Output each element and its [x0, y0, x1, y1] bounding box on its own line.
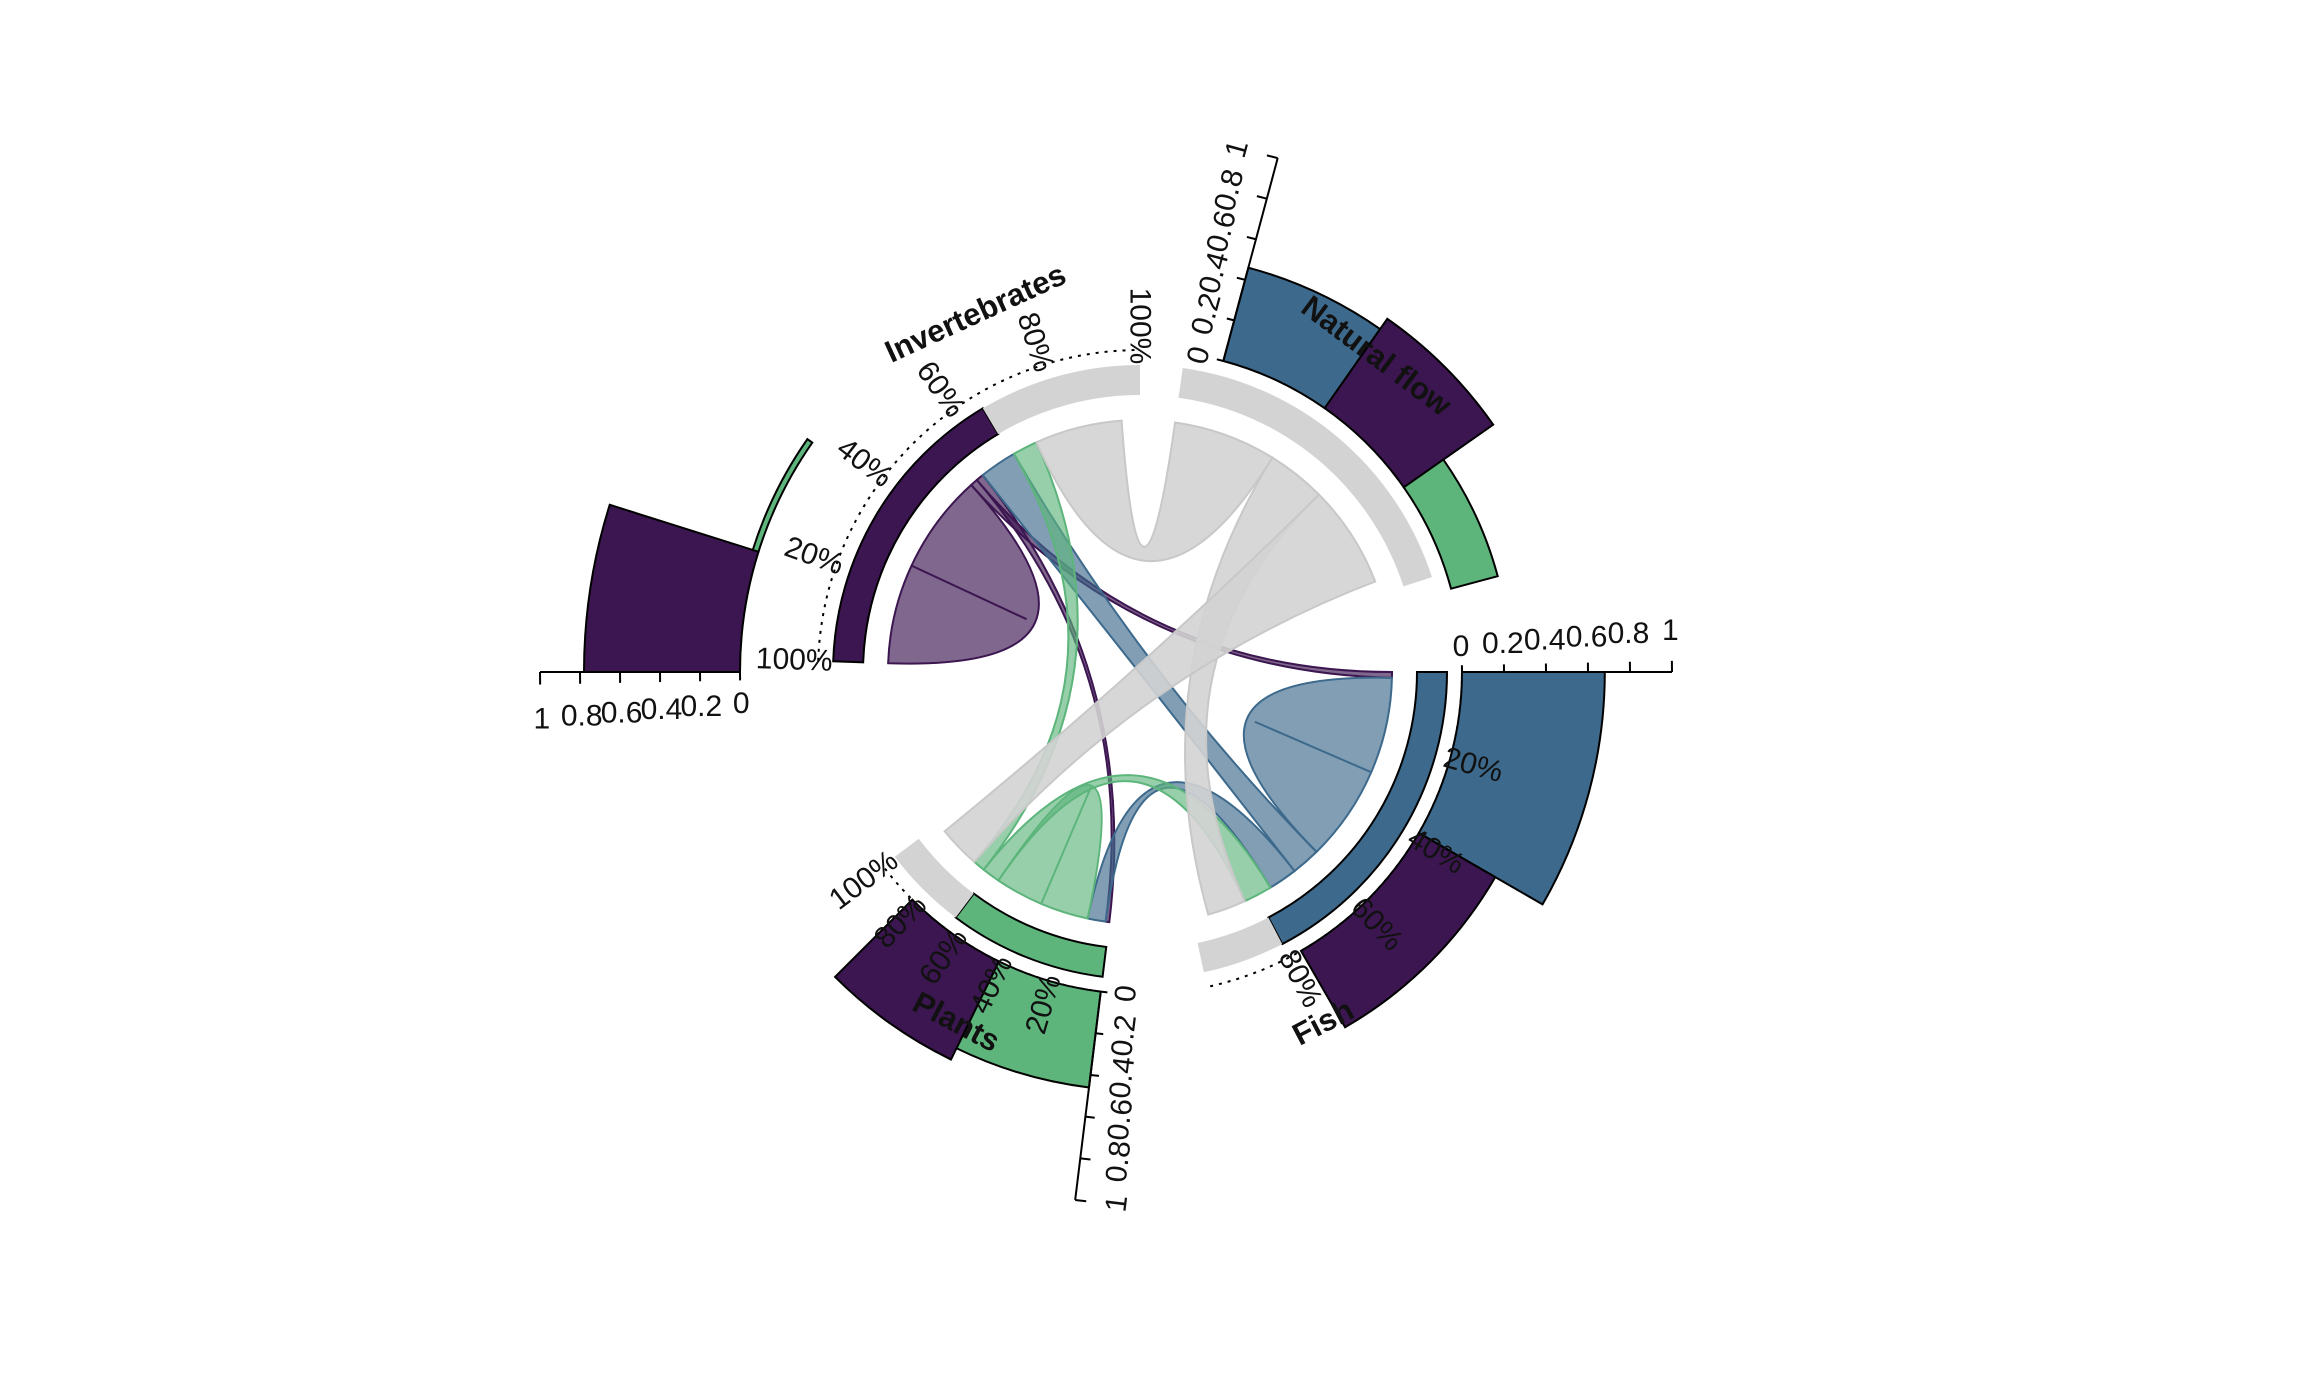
invertebrates-percent-label: 20% — [780, 530, 848, 581]
fish-track-natural_flow — [1197, 917, 1283, 973]
plants-bar-axis-tick — [1085, 1115, 1095, 1119]
link-invertebrates-to-fish — [969, 478, 1394, 679]
natural_flow-bar-axis-tick — [1216, 358, 1224, 362]
invertebrates-percent-label: 100% — [1124, 288, 1157, 365]
plants-bar-axis-tick — [1080, 1157, 1091, 1161]
plants-bar-invertebrates — [833, 898, 1001, 1061]
plants-bar-axis-tick — [1095, 1032, 1104, 1036]
fish-bar-axis-label: 0.8 — [1608, 617, 1650, 650]
invertebrates-bar-axis-label: 0.6 — [601, 696, 643, 729]
natural_flow-bar-axis-tick — [1246, 235, 1257, 241]
natural_flow-bar-axis-tick — [1266, 154, 1278, 160]
bar-tracks-layer — [539, 154, 1673, 1203]
plants-track-plants — [954, 892, 1108, 978]
plants-bar-axis-tick — [1090, 1073, 1100, 1077]
plants-bar-axis — [1074, 991, 1102, 1201]
invertebrates-track-natural_flow — [982, 365, 1140, 435]
fish-bar-fish — [1417, 671, 1606, 906]
plants-bar-axis-label: 0 — [1109, 983, 1144, 1004]
plants-bar-axis-label: 0.6 — [1102, 1097, 1140, 1142]
fish-bar-axis-label: 0.4 — [1524, 624, 1566, 657]
plants-track-natural_flow — [894, 838, 974, 918]
invertebrates-bar-axis-label: 0.8 — [561, 699, 603, 732]
natural_flow-bar-axis-tick — [1236, 276, 1246, 281]
link-natural_flow-to-plants — [943, 493, 1377, 864]
plants-bar-axis-tick — [1100, 990, 1108, 994]
invertebrates-percent-label: 80% — [1011, 309, 1061, 376]
invertebrates-percent-guide — [817, 349, 1141, 661]
fish-bar-axis-label: 0.2 — [1482, 627, 1524, 660]
plants-bar-axis-label: 0.4 — [1103, 1055, 1141, 1100]
natural_flow-track-natural_flow — [1178, 367, 1432, 587]
invertebrates-bar-axis-label: 0 — [733, 687, 750, 720]
natural_flow-bar-axis-label: 1 — [1219, 137, 1255, 162]
links-layer — [887, 419, 1394, 924]
link-fish-to-fish — [1242, 676, 1393, 854]
invertebrates-percent-label: 40% — [831, 432, 899, 495]
natural_flow-bar-plants — [1402, 458, 1499, 590]
plants-bar-axis-label: 0.2 — [1105, 1013, 1143, 1058]
natural_flow-bar-axis-label: 0 — [1181, 343, 1217, 368]
sectors-layer — [817, 349, 1463, 993]
fish-bar-axis-label: 1 — [1662, 614, 1679, 647]
invertebrates-percent-label: 60% — [910, 355, 972, 423]
plants-bar-axis-label: 1 — [1099, 1193, 1134, 1214]
fish-bar-axis-label: 0.6 — [1566, 620, 1608, 653]
natural_flow-bar-axis — [1222, 157, 1279, 362]
natural_flow-bar-axis-tick — [1226, 317, 1235, 322]
link-invertebrates-to-invertebrates — [887, 483, 1040, 665]
natural_flow-bar-axis-label: 0.8 — [1208, 166, 1251, 215]
natural_flow-bar-invertebrates — [1323, 317, 1495, 489]
invertebrates-percent-label: 100% — [755, 642, 833, 678]
fish-bar-invertebrates — [1299, 831, 1497, 1029]
invertebrates-bar-axis-label: 1 — [534, 703, 551, 736]
plants-bar-axis-tick — [1075, 1199, 1087, 1203]
invertebrates-bar-axis-label: 0.4 — [641, 693, 683, 726]
plants-bar-axis-label: 0.8 — [1100, 1139, 1138, 1184]
link-plants-to-plants — [997, 783, 1103, 920]
natural_flow-bar-axis-tick — [1256, 195, 1268, 200]
invertebrates-bar-axis-label: 0.2 — [680, 690, 722, 723]
invertebrates-bar-plants — [751, 437, 814, 553]
invertebrates-bar-invertebrates — [582, 503, 760, 673]
fish-bar-axis-label: 0 — [1453, 630, 1470, 663]
